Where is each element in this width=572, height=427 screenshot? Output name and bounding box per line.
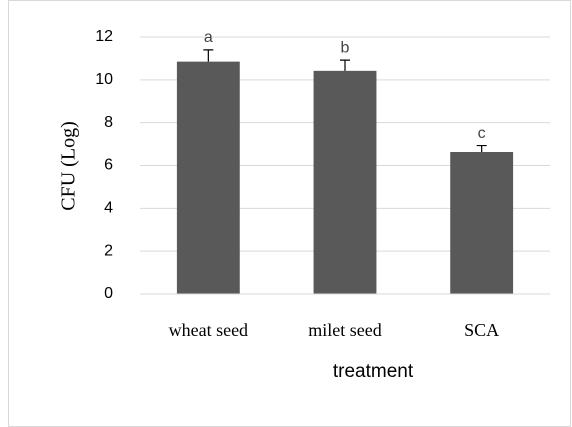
x-tick-label: milet seed [308,320,381,340]
x-tick-label: wheat seed [169,320,248,340]
y-tick-label: 10 [95,71,113,88]
y-tick-label: 0 [104,285,113,302]
bar [313,70,377,294]
error-bar [476,144,487,153]
y-tick-label: 4 [104,200,113,217]
error-bar [340,59,350,71]
error-bar [203,49,214,62]
y-tick-label: 2 [104,242,113,259]
y-tick-label: 12 [95,28,113,45]
y-axis-label: CFU (Log) [58,121,80,210]
x-tick-label: SCA [464,320,499,340]
annotation: c [478,125,486,142]
annotation: a [204,29,213,46]
y-tick-label: 8 [104,114,113,131]
x-axis-label: treatment [333,361,414,382]
y-tick-label: 6 [104,157,113,174]
annotation: b [341,39,350,56]
bar [176,61,240,294]
bar [450,152,514,294]
